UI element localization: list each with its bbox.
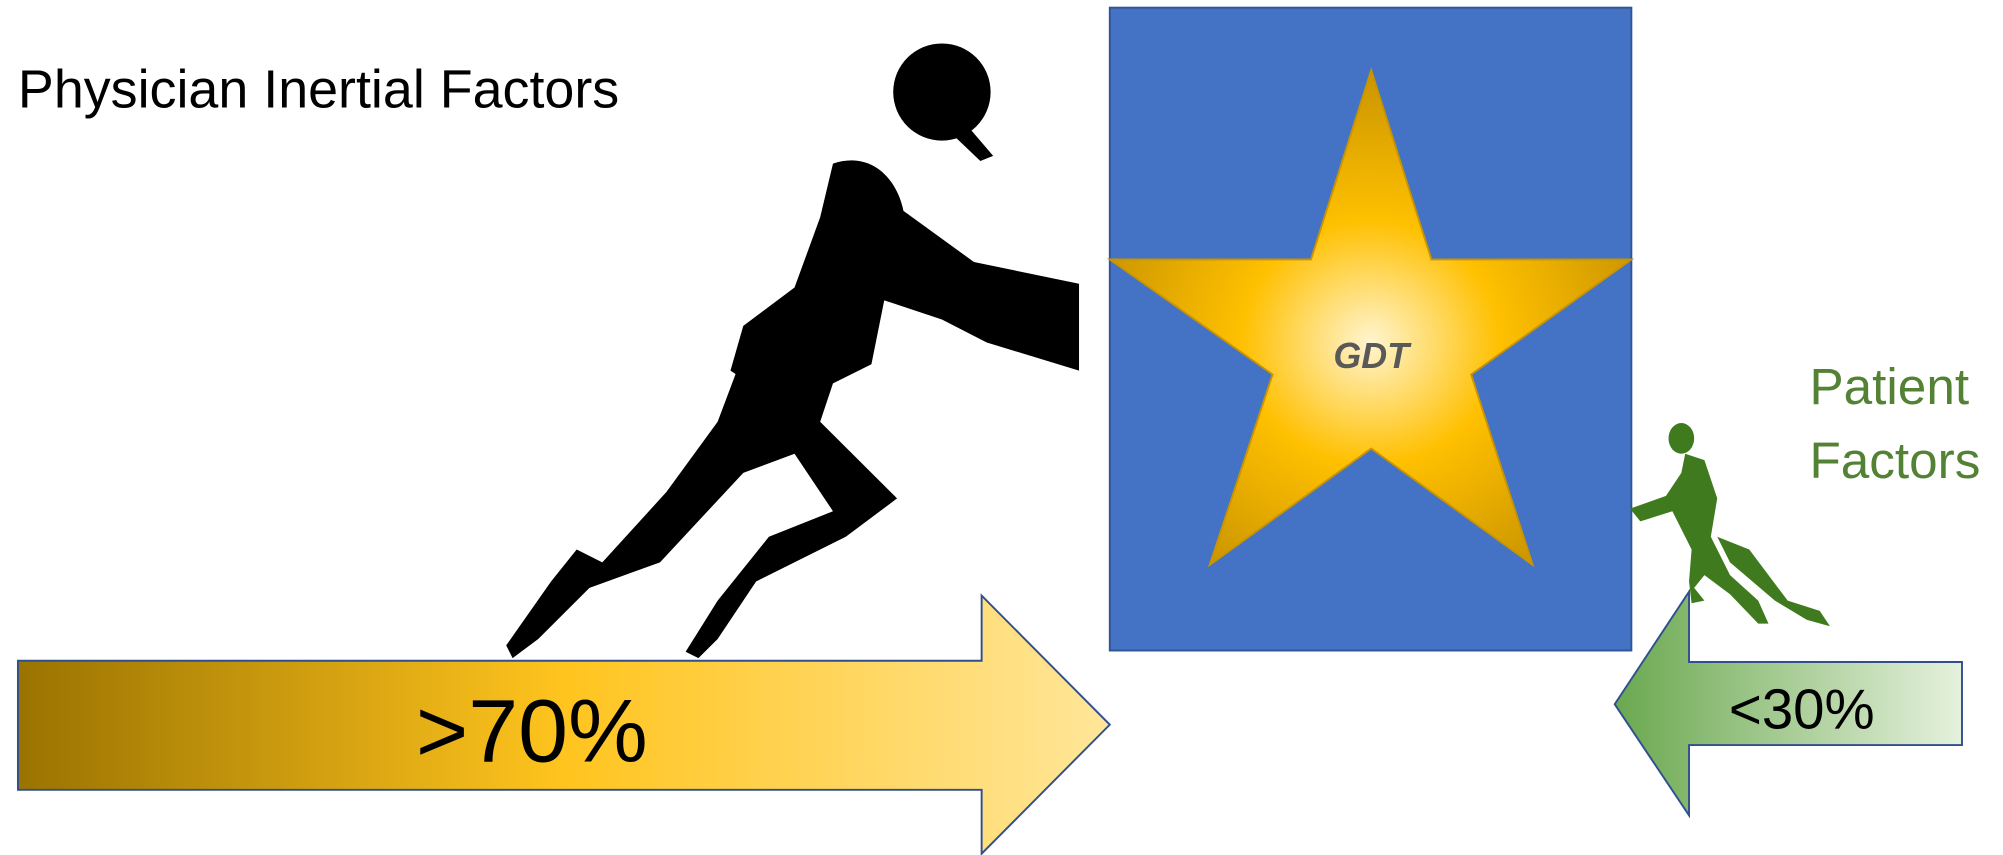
patient-label: Patient Factors xyxy=(1809,358,1983,489)
gdt-label: GDT xyxy=(1333,336,1412,376)
patient-share: <30% xyxy=(1729,678,1875,741)
title: Physician Inertial Factors xyxy=(18,59,619,119)
gdt-star xyxy=(1106,67,1635,568)
patient-figure xyxy=(1630,423,1830,627)
patient-label-line: Patient xyxy=(1809,358,1969,415)
physician-figure xyxy=(506,43,1080,659)
patient-label-line: Factors xyxy=(1809,432,1980,489)
physician-arrow xyxy=(16,593,1112,855)
physician-share: >70% xyxy=(416,681,648,781)
patient-arrow xyxy=(1613,588,1963,819)
